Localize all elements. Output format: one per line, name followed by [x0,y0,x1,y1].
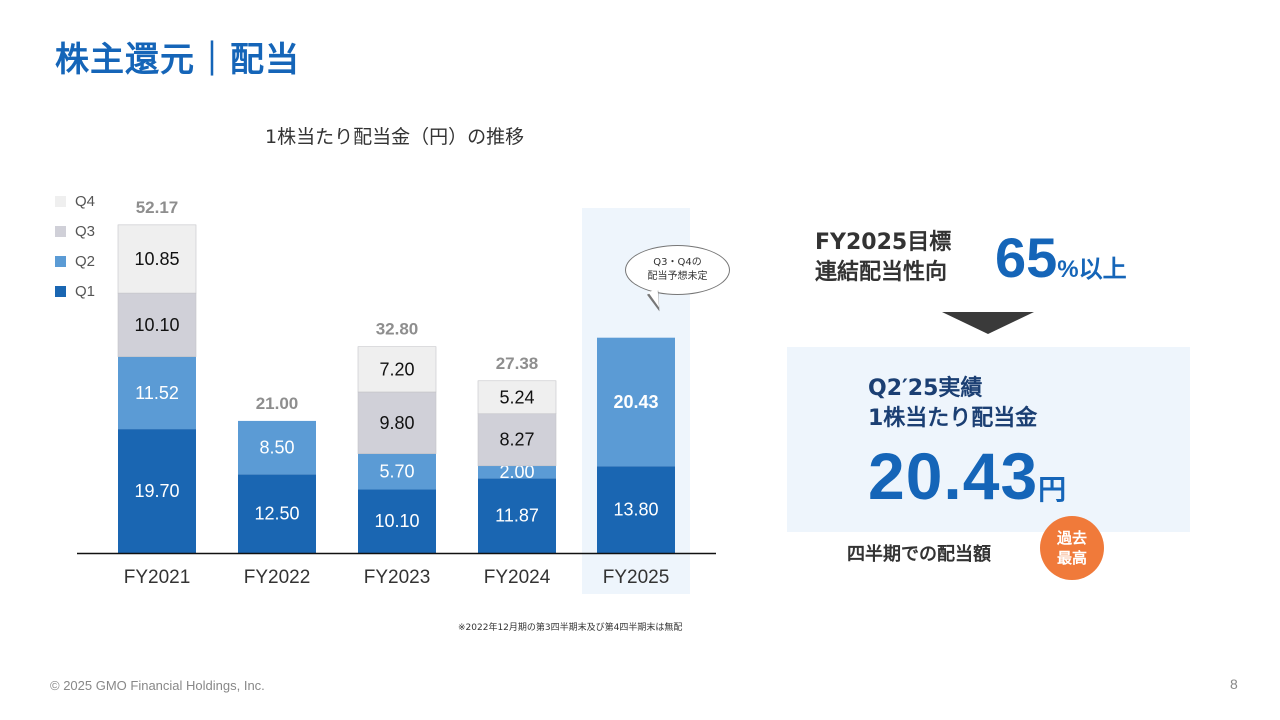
result-line-2: 1株当たり配当金 [868,406,1038,431]
result-panel [787,347,1190,532]
bar-segment-q2-fy2025 [597,337,675,467]
x-tick-label-fy2025: FY2025 [603,567,670,588]
data-label-q4-fy2023: 7.20 [379,359,414,379]
badge-line-1: 過去 [1056,529,1087,547]
footnote: ※2022年12月期の第3四半期末及び第4四半期末は無配 [458,623,683,633]
page-title: 株主還元｜配当 [55,40,300,80]
bar-segment-q1-fy2025 [597,466,675,553]
total-label-fy2023: 32.80 [376,320,419,339]
bar-segment-q2-fy2023 [358,453,436,490]
data-label-q1-fy2025: 13.80 [613,500,658,520]
page-number: 8 [1230,676,1238,692]
bar-segment-q3-fy2024 [477,413,557,467]
legend-label-q1: Q1 [75,282,96,300]
legend-swatch-q2 [55,255,66,267]
x-tick-label-fy2023: FY2023 [364,567,431,588]
legend-label-q4: Q4 [75,192,96,210]
target-number: 65 [995,226,1058,289]
data-label-q1-fy2024: 11.87 [495,506,539,526]
target-line-1: FY2025目標 [815,230,952,255]
data-label-q4-fy2024: 5.24 [499,387,534,407]
legend-swatch-q1 [55,285,66,297]
callout-line-1: Q3・Q4の [653,257,702,268]
data-label-q2-fy2024: 2.00 [499,462,534,482]
result-label: Q2′25実績 1株当たり配当金 [868,374,1037,434]
bar-segment-q1-fy2021 [118,429,196,553]
data-label-q3-fy2024: 8.27 [499,430,534,450]
quarterly-label: 四半期での配当額 [847,544,991,565]
total-label-fy2022: 21.00 [256,394,299,413]
bar-segment-q4-fy2023 [357,346,437,393]
data-label-q1-fy2022: 12.50 [254,504,299,524]
bar-segment-q3-fy2023 [357,391,437,454]
data-label-q1-fy2021: 19.70 [134,481,179,501]
bar-segment-q4-fy2024 [477,380,557,415]
bar-segment-q1-fy2024 [478,478,556,553]
chart-title: 1株当たり配当金（円）の推移 [265,126,525,148]
legend-item-q4: Q4 [55,186,95,216]
badge-line-2: 最高 [1056,549,1087,567]
result-line-1: Q2′25実績 [868,376,983,401]
legend-label-q3: Q3 [75,222,96,240]
legend-label-q2: Q2 [75,252,96,270]
data-label-q2-fy2025: 20.43 [613,392,658,412]
forecast-callout: Q3・Q4の 配当予想未定 [625,245,730,295]
legend-swatch-q3 [55,225,66,237]
legend-item-q2: Q2 [55,246,95,276]
data-label-q3-fy2023: 9.80 [379,413,414,433]
copyright: © 2025 GMO Financial Holdings, Inc. [50,678,265,693]
data-label-q1-fy2023: 10.10 [374,511,419,531]
target-suffix: %以上 [1057,256,1127,283]
bar-segment-q2-fy2022 [238,420,316,475]
chart-legend: Q4 Q3 Q2 Q1 [55,186,95,306]
bar-segment-q3-fy2021 [117,292,197,357]
bar-segment-q2-fy2021 [118,356,196,430]
stacked-bar-chart: 19.70 11.52 10.10 10.85 52.17 FY2021 12.50 8.50… [77,198,716,594]
down-arrow-icon [942,312,1034,334]
bar-segment-q4-fy2021 [117,224,197,294]
result-unit: 円 [1038,473,1067,506]
x-tick-label-fy2024: FY2024 [484,567,551,588]
data-label-q2-fy2022: 8.50 [259,438,294,458]
total-label-fy2024: 27.38 [496,354,539,373]
result-value: 20.43円 [868,438,1066,514]
result-number: 20.43 [868,439,1039,513]
x-tick-label-fy2021: FY2021 [124,567,191,588]
callout-line-2: 配当予想未定 [647,271,708,282]
record-high-badge: 過去 最高 [1040,516,1104,580]
legend-swatch-q4 [55,195,66,207]
data-label-q2-fy2023: 5.70 [379,462,414,482]
data-label-q2-fy2021: 11.52 [135,383,179,403]
bar-segment-q2-fy2024 [478,465,556,479]
total-label-fy2021: 52.17 [136,198,179,217]
bar-segment-q1-fy2022 [238,474,316,553]
x-tick-label-fy2022: FY2022 [244,567,311,588]
bar-segment-q1-fy2023 [358,489,436,553]
payout-target-label: FY2025目標 連結配当性向 [815,228,951,288]
payout-target-value: 65%以上 [995,225,1127,290]
data-label-q3-fy2021: 10.10 [134,315,179,335]
legend-item-q1: Q1 [55,276,95,306]
target-line-2: 連結配当性向 [815,260,948,285]
data-label-q4-fy2021: 10.85 [134,249,179,269]
legend-item-q3: Q3 [55,216,95,246]
